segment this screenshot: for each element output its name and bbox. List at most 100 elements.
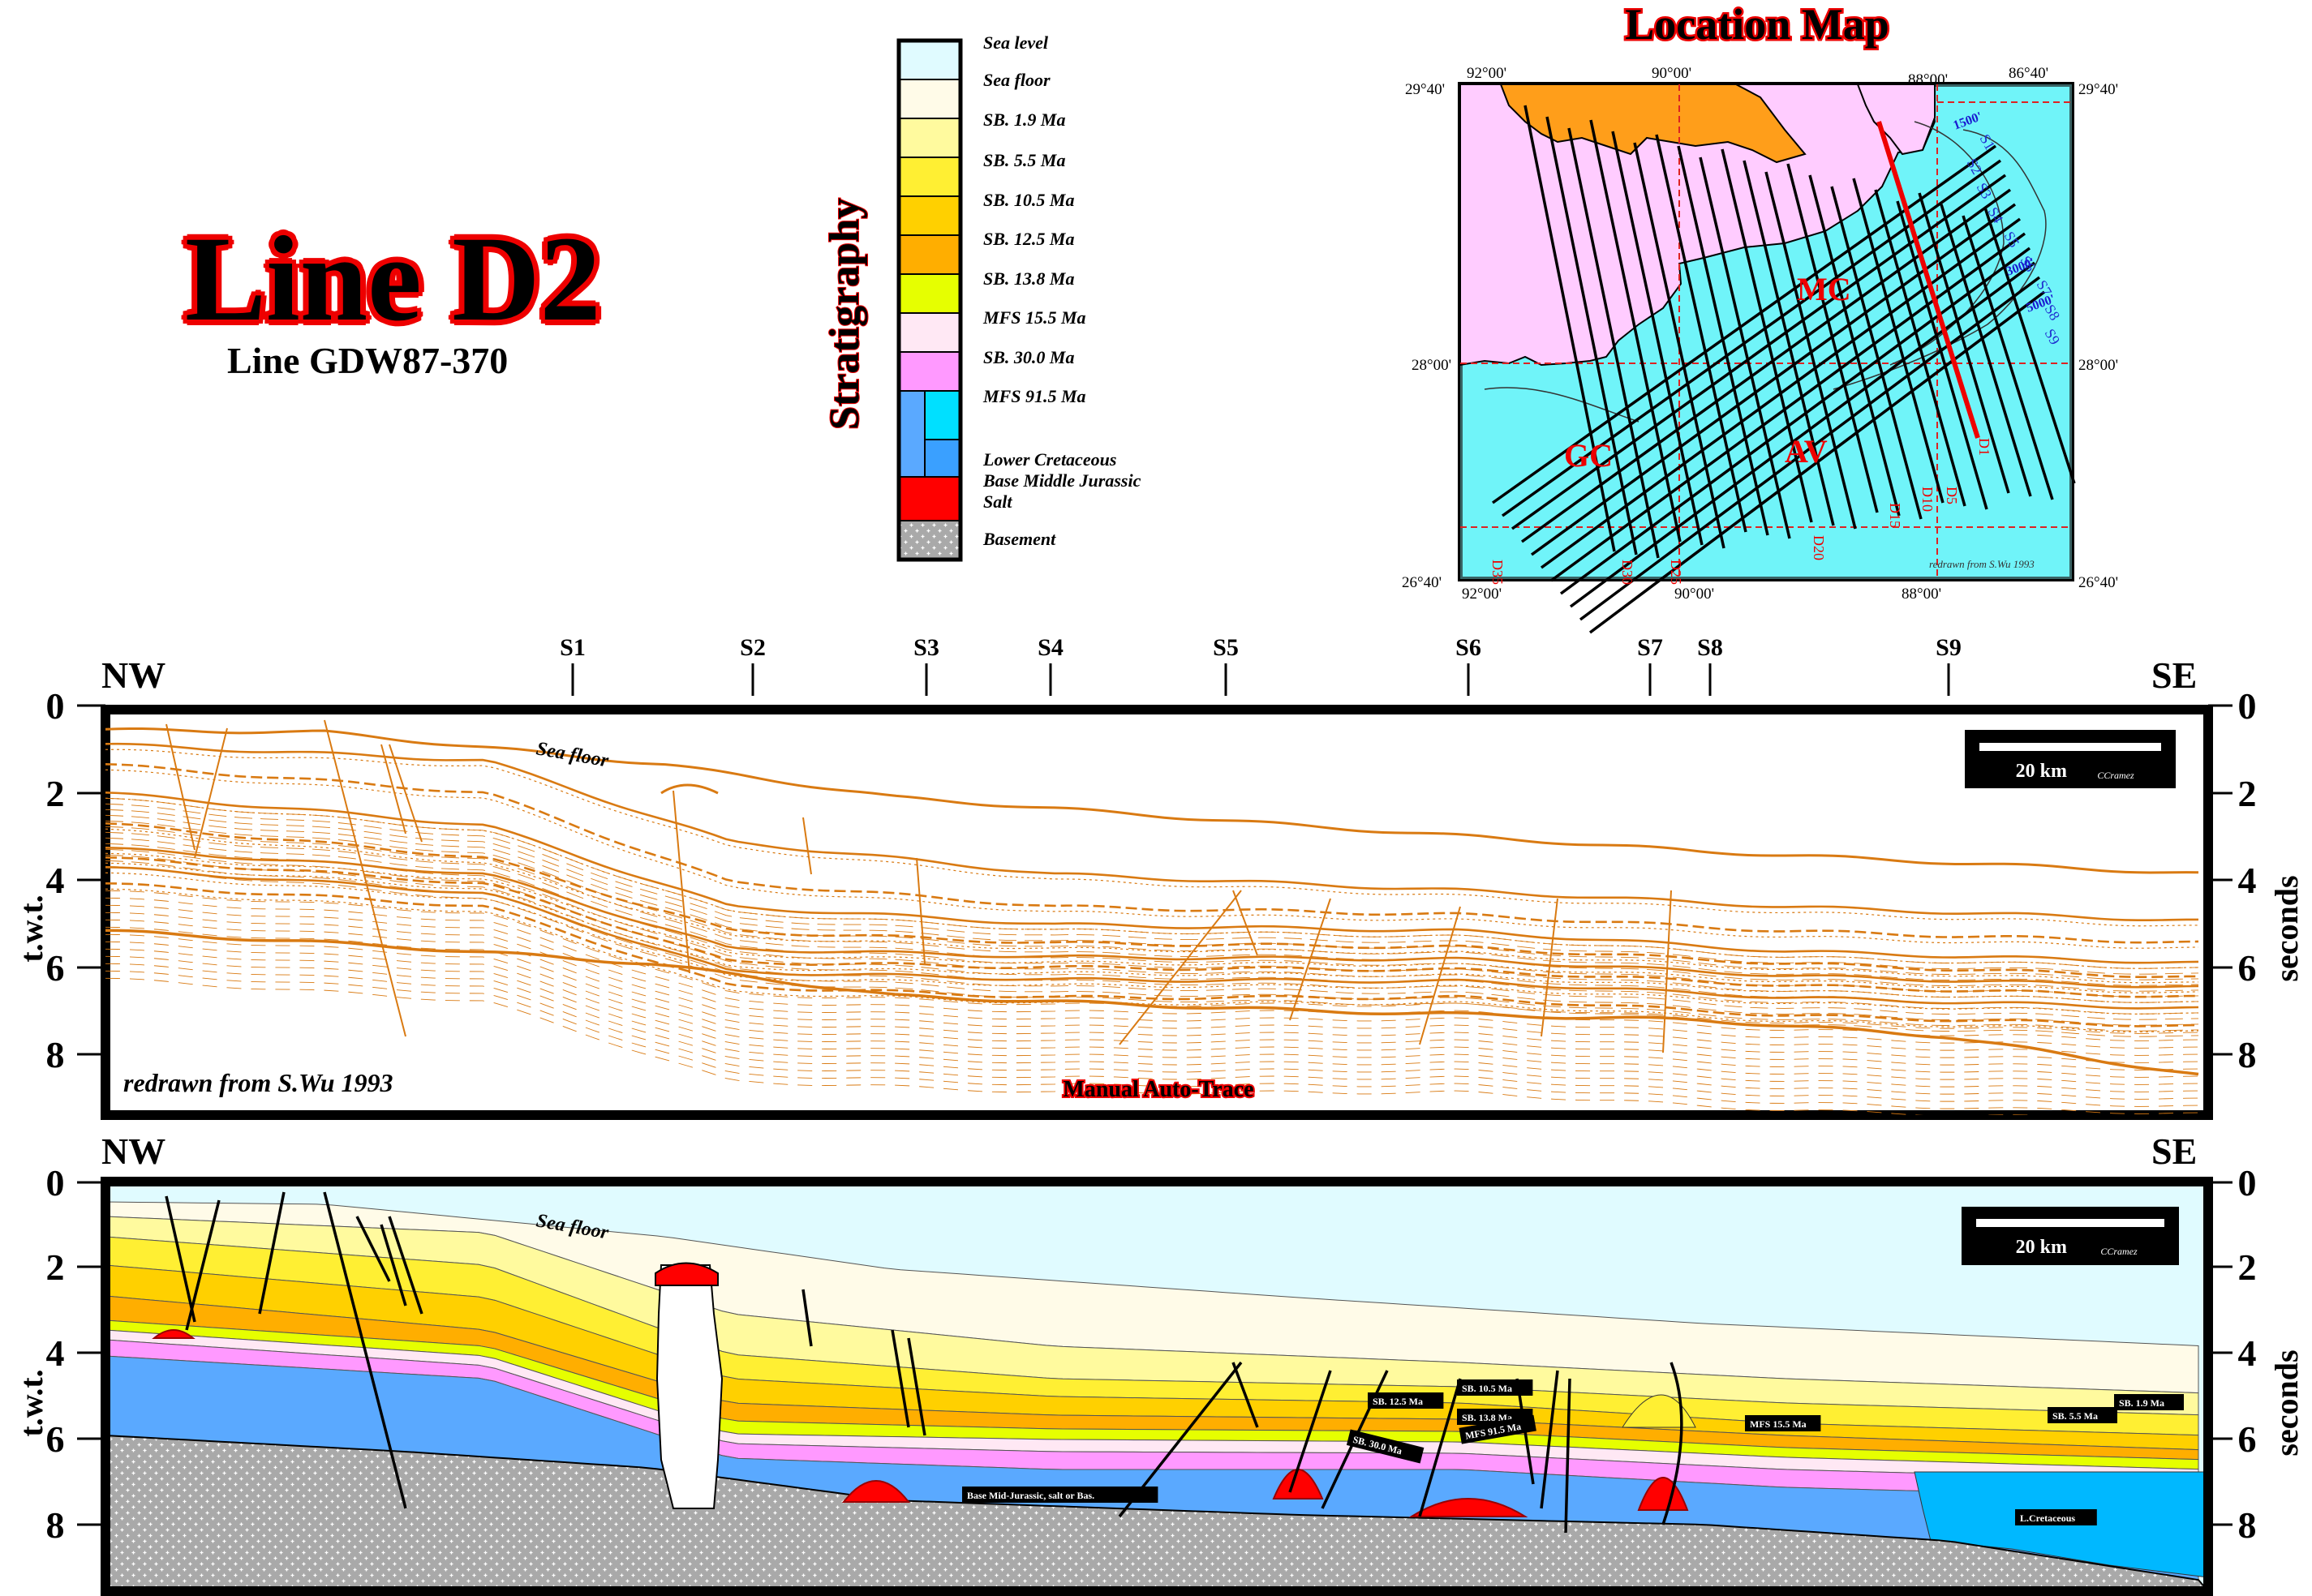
- traced-horizon: [105, 742, 2199, 922]
- salt-pod: [1408, 1498, 1528, 1517]
- fault: [258, 1191, 286, 1315]
- svg-text:CCramez: CCramez: [2100, 1246, 2138, 1257]
- twt-axes: 0 0 2 2 4 4 6 6 8 8 t.w.t. seconds 0 0 2 2 4 4 6 6 8 8 t.w.t. s…: [13, 685, 2305, 1546]
- traced-fault: [194, 727, 228, 859]
- map-coordinate-label: 86°40': [2009, 65, 2048, 82]
- traced-horizon: [105, 977, 2037, 1115]
- legend-label: Lower Cretaceous: [982, 449, 1116, 470]
- top-scale-bar: 20 km CCramez: [1965, 730, 2176, 788]
- salt-diapir-cap: [655, 1262, 719, 1286]
- map-credit: redrawn from S.Wu 1993: [1929, 558, 2035, 570]
- y-axis-label-right: seconds: [2268, 875, 2305, 981]
- s-marker-label: S3: [913, 634, 939, 661]
- salt-pod: [152, 1329, 196, 1339]
- legend-label: MFS 91.5 Ma: [982, 386, 1086, 406]
- s-marker-label: S9: [1936, 634, 1962, 661]
- fault: [1661, 1362, 1683, 1525]
- map-line-label: D25: [1668, 560, 1684, 585]
- legend-swatch: [898, 312, 961, 353]
- s-marker-label: S5: [1213, 634, 1239, 661]
- traced-horizon: [105, 791, 2199, 964]
- horizon-label: SB. 5.5 Ma: [2048, 1407, 2117, 1423]
- svg-text:20 km: 20 km: [2016, 1237, 2067, 1258]
- bottom-scale-bar: 20 km CCramez: [1962, 1207, 2179, 1265]
- svg-text:SB. 10.5 Ma: SB. 10.5 Ma: [1462, 1383, 1512, 1394]
- horizon-label: SB. 1.9 Ma: [2114, 1394, 2184, 1410]
- traced-horizon: [105, 929, 2199, 1076]
- traced-fault: [1232, 890, 1258, 956]
- twt-tick-label: 2: [2238, 1246, 2257, 1288]
- map-coordinate-label: 29°40': [1405, 81, 1445, 98]
- traced-fault: [1541, 898, 1558, 1037]
- legend-swatch: [924, 390, 961, 440]
- legend-label: SB. 13.8 Ma: [983, 268, 1074, 289]
- twt-tick-label: 2: [46, 773, 65, 814]
- bottom-panel-layers: [105, 1182, 2208, 1591]
- legend-label: SB. 10.5 Ma: [983, 190, 1074, 210]
- twt-tick-label: 6: [46, 947, 65, 989]
- legend-swatch: [898, 79, 961, 119]
- traced-horizon: [105, 955, 2199, 1100]
- salt-pod: [1272, 1469, 1324, 1499]
- map-coordinate-label: 92°00': [1462, 586, 1502, 603]
- location-map: Location Map D1D5D10D15D20D25D30D35S1S2S…: [1402, 0, 2118, 634]
- traced-fault: [324, 719, 406, 1037]
- s-line-markers: S1 S2 S3 S4 S5 S6 S7 S8 S9: [560, 634, 1962, 696]
- fault: [323, 1191, 407, 1509]
- twt-tick-label: 2: [2238, 773, 2257, 814]
- traced-horizon: [105, 860, 2199, 1032]
- top-panel-frame: [101, 705, 2213, 1120]
- top-panel-credit: redrawn from S.Wu 1993: [123, 1068, 393, 1097]
- map-coordinate-label: 28°00': [1412, 357, 1451, 374]
- top-section-panel: NW SE Sea floor redrawn from S.Wu 1993 M…: [101, 654, 2213, 1120]
- traced-fault: [1289, 898, 1331, 1021]
- legend-label: Base Middle Jurassic: [982, 470, 1141, 491]
- map-line-label: D1: [1976, 438, 1992, 456]
- map-coordinate-label: 29°40': [2078, 81, 2118, 98]
- svg-text:20 km: 20 km: [2016, 761, 2067, 782]
- layer-basement: [105, 1434, 2208, 1591]
- traced-horizon: [105, 865, 2199, 1010]
- twt-tick-label: 8: [46, 1034, 65, 1075]
- traced-horizon: [105, 912, 2199, 1056]
- s-marker-label: S8: [1697, 634, 1723, 661]
- svg-text:SB. 12.5 Ma: SB. 12.5 Ma: [1373, 1396, 1423, 1407]
- horizon-label: Base Mid-Jurassic, salt or Bas.: [962, 1487, 1158, 1503]
- legend-swatch: [898, 273, 961, 314]
- legend-label: Salt: [983, 491, 1012, 512]
- top-panel-end-se: SE: [2151, 654, 2197, 696]
- twt-tick-label: 4: [2238, 860, 2257, 901]
- fault: [801, 1289, 813, 1347]
- traced-horizon: [105, 822, 2199, 979]
- legend-label: SB. 1.9 Ma: [983, 109, 1065, 130]
- traced-horizon: [105, 814, 2199, 986]
- svg-text:CCramez: CCramez: [2097, 770, 2134, 781]
- top-panel-method: Manual Auto-Trace: [1063, 1077, 1253, 1102]
- traced-horizon: [105, 882, 2199, 1028]
- traced-fault: [1119, 890, 1242, 1045]
- twt-tick-label: 8: [46, 1504, 65, 1546]
- twt-tick-label: 4: [46, 1332, 65, 1374]
- map-coordinate-label: 92°00': [1467, 65, 1506, 82]
- legend-label: MFS 15.5 Ma: [982, 307, 1086, 328]
- traced-horizon: [105, 926, 2199, 1070]
- traced-horizon: [105, 797, 2199, 969]
- fault: [1418, 1378, 1462, 1517]
- fault: [1540, 1370, 1559, 1509]
- map-coordinate-label: 26°40': [1402, 574, 1442, 591]
- traced-fault: [389, 744, 423, 843]
- map-coordinate-label: 88°00': [1908, 71, 1948, 88]
- s-marker-label: S2: [740, 634, 766, 661]
- fault: [907, 1337, 926, 1436]
- legend-swatch: [898, 520, 961, 560]
- map-line-label: D20: [1811, 535, 1827, 560]
- legend-label: Basement: [982, 529, 1056, 549]
- twt-tick-label: 6: [2238, 947, 2257, 989]
- map-coordinate-label: 88°00': [1902, 586, 1941, 603]
- traced-fault: [1662, 890, 1672, 1053]
- legend-labels: Sea level Sea floor SB. 1.9 Ma SB. 5.5 Ma SB…: [982, 32, 1141, 549]
- fault: [355, 1216, 391, 1282]
- traced-horizon: [105, 963, 2199, 1107]
